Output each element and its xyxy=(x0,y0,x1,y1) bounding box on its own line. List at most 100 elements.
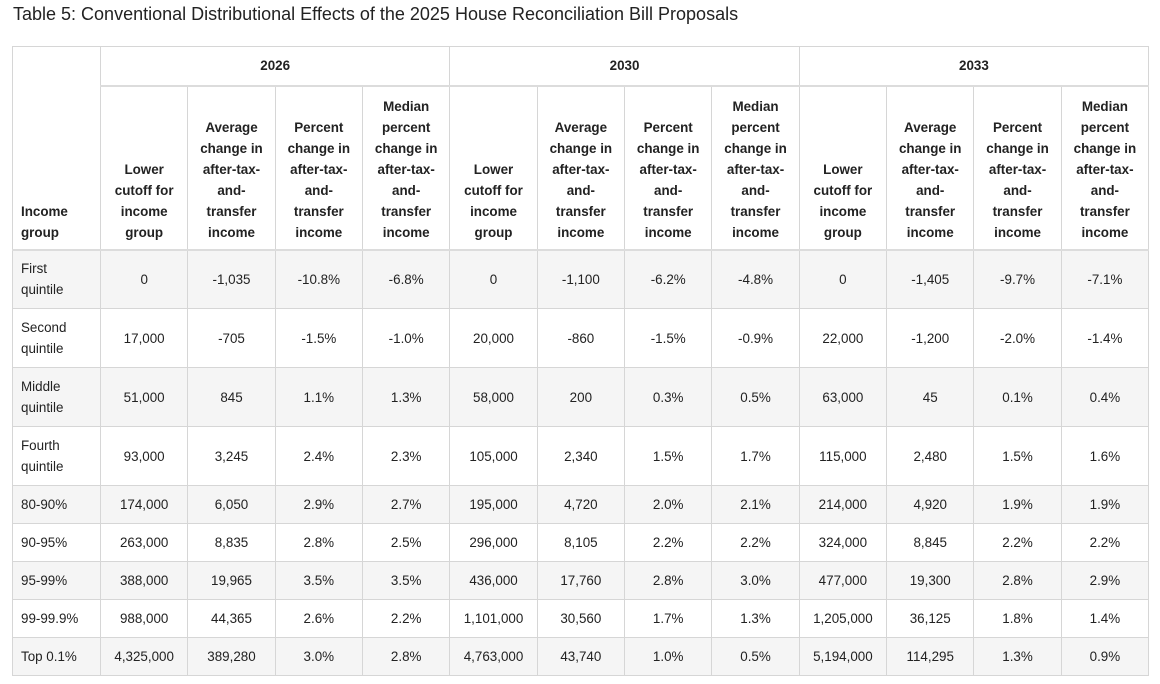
table-title: Table 5: Conventional Distributional Eff… xyxy=(13,4,739,24)
value-cell-median-percent-change: 1.3% xyxy=(711,599,800,638)
column-header-line: change in xyxy=(986,140,1049,156)
value-cell-median-percent-change: -1.0% xyxy=(361,308,451,368)
column-header-line: transfer xyxy=(555,203,606,219)
column-header-line: income xyxy=(732,224,779,240)
column-header-line: income xyxy=(819,203,867,219)
column-header-line: Percent xyxy=(294,119,344,135)
value-cell-lower-cutoff: 4,325,000 xyxy=(99,637,189,676)
column-header-line: change in xyxy=(374,140,438,156)
value-cell-median-percent-change: 2.8% xyxy=(361,637,451,676)
income-group-label: 99-99.9% xyxy=(21,611,79,626)
value-cell-median-percent-change: 1.7% xyxy=(711,426,800,486)
income-group-label: 80-90% xyxy=(21,497,68,512)
column-header-line: income xyxy=(1081,224,1129,240)
year-header-2026: 2026 xyxy=(99,46,451,87)
table-row: Top 0.1% 4,325,000 389,280 3.0% 2.8% 4,763,00… xyxy=(12,637,1150,676)
value-cell-average-change: 389,280 xyxy=(187,637,276,676)
column-header-line: group xyxy=(125,224,164,240)
column-header-line: and- xyxy=(1090,182,1120,198)
value-cell-percent-change: 2.2% xyxy=(973,523,1062,562)
value-cell-average-change: -860 xyxy=(536,308,626,368)
value-cell-percent-change: -10.8% xyxy=(274,249,363,309)
value-cell-lower-cutoff: 214,000 xyxy=(798,485,888,524)
column-header-line: after-tax- xyxy=(988,161,1047,177)
value-cell-percent-change: 2.6% xyxy=(274,599,363,638)
column-header-line: income xyxy=(120,203,168,219)
table-row: Second quintile 17,000 -705 -1.5% -1.0% 20,000… xyxy=(12,308,1150,368)
value-cell-average-change: 8,845 xyxy=(886,523,975,562)
column-header-line: group xyxy=(823,224,862,240)
value-cell-percent-change: 2.4% xyxy=(274,426,363,486)
value-cell-average-change: 3,245 xyxy=(187,426,276,486)
value-cell-percent-change: 3.5% xyxy=(274,561,363,600)
column-header-line: transfer xyxy=(730,203,781,219)
column-header-line: income xyxy=(906,224,954,240)
income-group-label: 95-99% xyxy=(21,573,68,588)
value-cell-median-percent-change: -1.4% xyxy=(1060,308,1150,368)
value-cell-lower-cutoff: 1,205,000 xyxy=(798,599,888,638)
value-cell-lower-cutoff: 4,763,000 xyxy=(449,637,538,676)
value-cell-average-change: -1,100 xyxy=(536,249,626,309)
value-cell-median-percent-change: -7.1% xyxy=(1060,249,1150,309)
table-row: First quintile 0 -1,035 -10.8% -6.8% 0 -1,100 -6… xyxy=(12,249,1150,309)
value-cell-lower-cutoff: 0 xyxy=(449,249,538,309)
income-group-label: quintile xyxy=(21,341,64,356)
column-header-line: income xyxy=(644,224,692,240)
value-cell-lower-cutoff: 174,000 xyxy=(99,485,189,524)
value-cell-average-change: 8,105 xyxy=(536,523,626,562)
column-header-line: Median xyxy=(383,98,430,114)
value-cell-percent-change: 2.2% xyxy=(624,523,713,562)
income-group-cell: 80-90% xyxy=(12,485,101,524)
column-header-line: change in xyxy=(636,140,700,156)
value-cell-median-percent-change: 2.3% xyxy=(361,426,451,486)
value-cell-lower-cutoff: 296,000 xyxy=(449,523,538,562)
income-group-cell: First quintile xyxy=(12,249,101,309)
value-cell-average-change: -1,200 xyxy=(886,308,975,368)
value-cell-percent-change: 1.0% xyxy=(624,637,713,676)
value-cell-median-percent-change: 3.0% xyxy=(711,561,800,600)
column-header-line: Percent xyxy=(643,119,693,135)
value-cell-median-percent-change: 2.9% xyxy=(1060,561,1150,600)
column-header-line: Average xyxy=(554,119,608,135)
value-cell-percent-change: 1.5% xyxy=(624,426,713,486)
column-header-line: percent xyxy=(381,119,431,135)
column-header-line: cutoff for xyxy=(464,182,523,198)
value-cell-lower-cutoff: 93,000 xyxy=(99,426,189,486)
value-cell-average-change: 4,920 xyxy=(886,485,975,524)
value-cell-average-change: 2,480 xyxy=(886,426,975,486)
value-cell-percent-change: 1.8% xyxy=(973,599,1062,638)
value-cell-percent-change: -2.0% xyxy=(973,308,1062,368)
value-cell-median-percent-change: 2.1% xyxy=(711,485,800,524)
value-cell-median-percent-change: 1.9% xyxy=(1060,485,1150,524)
column-header-line: change in xyxy=(1073,140,1137,156)
column-header-line: Median xyxy=(732,98,779,114)
column-header-line: percent xyxy=(731,119,780,135)
value-cell-median-percent-change: 2.2% xyxy=(711,523,800,562)
column-header-line: income xyxy=(382,224,430,240)
value-cell-average-change: -1,035 xyxy=(187,249,276,309)
table-row: 80-90% 174,000 6,050 2.9% 2.7% 195,000 4,720 2.… xyxy=(12,485,1150,524)
column-header-line: Percent xyxy=(992,119,1043,135)
column-header-line: cutoff for xyxy=(114,182,174,198)
value-cell-lower-cutoff: 63,000 xyxy=(798,367,888,427)
value-cell-lower-cutoff: 388,000 xyxy=(99,561,189,600)
column-header-line: income xyxy=(208,224,255,240)
column-header-line: income xyxy=(557,224,605,240)
column-header-line: Lower xyxy=(473,161,514,177)
value-cell-average-change: 43,740 xyxy=(536,637,626,676)
column-header-line: and- xyxy=(392,182,421,198)
value-cell-average-change: 2,340 xyxy=(536,426,626,486)
value-cell-percent-change: 1.1% xyxy=(274,367,363,427)
income-group-header: Income group xyxy=(12,46,101,251)
value-cell-median-percent-change: 1.4% xyxy=(1060,599,1150,638)
column-header-line: Average xyxy=(205,119,258,135)
value-cell-median-percent-change: 2.2% xyxy=(361,599,451,638)
value-cell-average-change: 30,560 xyxy=(536,599,626,638)
value-cell-median-percent-change: 0.5% xyxy=(711,637,800,676)
value-cell-percent-change: 1.5% xyxy=(973,426,1062,486)
value-cell-percent-change: 2.9% xyxy=(274,485,363,524)
column-header-line: after-tax- xyxy=(290,161,348,177)
income-group-label: Top 0.1% xyxy=(21,649,77,664)
column-header-line: Average xyxy=(904,119,957,135)
column-header-line: after-tax- xyxy=(726,161,785,177)
